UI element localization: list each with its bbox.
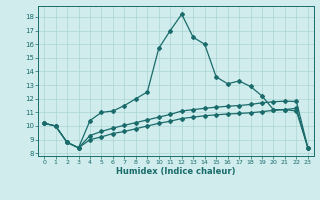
X-axis label: Humidex (Indice chaleur): Humidex (Indice chaleur) bbox=[116, 167, 236, 176]
